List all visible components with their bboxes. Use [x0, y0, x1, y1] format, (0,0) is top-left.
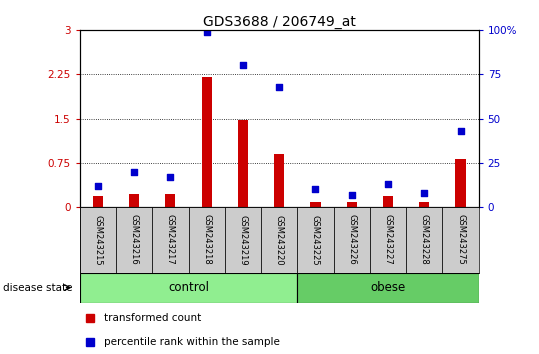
Text: GSM243219: GSM243219 — [238, 215, 247, 265]
Bar — [310, 202, 321, 207]
Bar — [225, 207, 261, 273]
Bar — [443, 207, 479, 273]
Bar — [80, 273, 298, 303]
Bar — [370, 207, 406, 273]
Bar — [383, 196, 393, 207]
Point — [94, 183, 102, 189]
Text: GSM243218: GSM243218 — [202, 215, 211, 265]
Text: GSM243228: GSM243228 — [420, 215, 429, 265]
Text: GSM243216: GSM243216 — [130, 215, 139, 265]
Text: GSM243217: GSM243217 — [166, 215, 175, 265]
Text: GSM243225: GSM243225 — [311, 215, 320, 265]
Bar — [153, 207, 189, 273]
Bar — [116, 207, 153, 273]
Bar — [93, 196, 103, 207]
Text: percentile rank within the sample: percentile rank within the sample — [103, 337, 280, 347]
Bar — [334, 207, 370, 273]
Bar — [455, 159, 466, 207]
Bar — [406, 207, 443, 273]
Text: GSM243227: GSM243227 — [383, 215, 392, 265]
Bar — [238, 120, 248, 207]
Bar — [419, 202, 430, 207]
Point — [420, 190, 429, 196]
Text: GSM243226: GSM243226 — [347, 215, 356, 265]
Point — [456, 128, 465, 134]
Point — [202, 29, 211, 35]
Point — [166, 174, 175, 180]
Bar — [298, 273, 479, 303]
Point — [348, 192, 356, 198]
Bar — [165, 194, 176, 207]
Text: transformed count: transformed count — [103, 313, 201, 323]
Point — [239, 63, 247, 68]
Text: obese: obese — [370, 281, 406, 294]
Bar — [202, 77, 212, 207]
Text: GSM243275: GSM243275 — [456, 215, 465, 265]
Bar — [80, 207, 116, 273]
Bar — [274, 154, 284, 207]
Bar — [347, 202, 357, 207]
Text: GSM243215: GSM243215 — [93, 215, 102, 265]
Bar — [261, 207, 298, 273]
Point — [275, 84, 284, 90]
Title: GDS3688 / 206749_at: GDS3688 / 206749_at — [203, 15, 356, 29]
Bar — [298, 207, 334, 273]
Bar — [189, 207, 225, 273]
Text: disease state: disease state — [3, 282, 72, 293]
Text: control: control — [168, 281, 209, 294]
Text: GSM243220: GSM243220 — [275, 215, 284, 265]
Point — [384, 181, 392, 187]
Bar — [129, 194, 139, 207]
Point — [311, 187, 320, 192]
Point — [130, 169, 139, 175]
